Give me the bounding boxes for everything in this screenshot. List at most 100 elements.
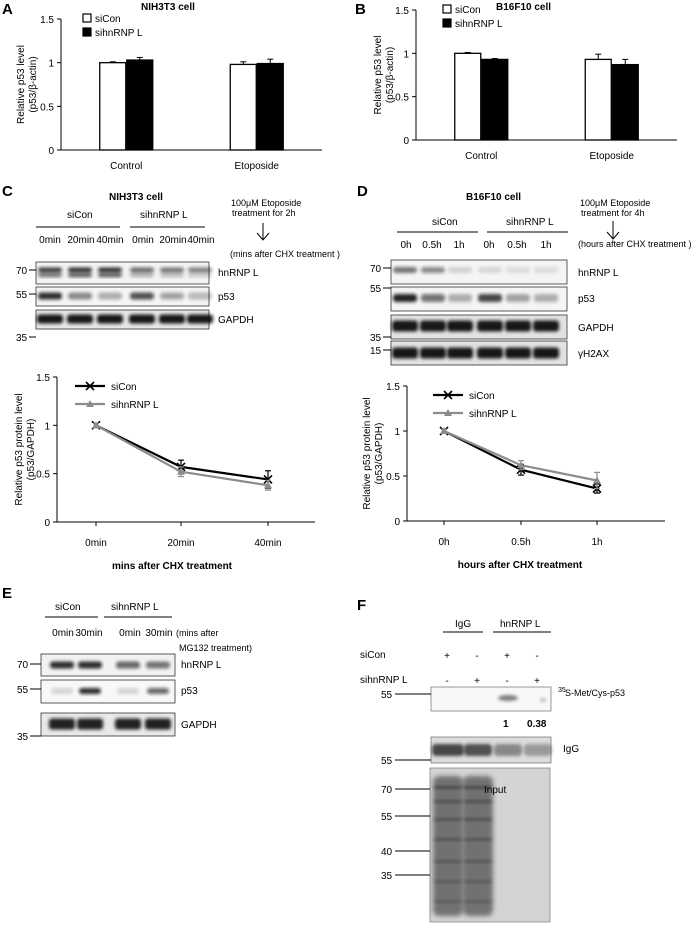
panel-f-row-sihnrnpl: sihnRNP L — [360, 675, 408, 686]
panel-d-point-triangle — [593, 476, 601, 484]
panel-e-band — [51, 688, 73, 694]
panel-d-bands — [392, 267, 559, 359]
panel-d-band — [505, 320, 531, 332]
panel-c-ytick: 1.5 — [36, 373, 50, 384]
panel-f-sign: - — [475, 651, 478, 662]
panel-b-legend-label: sihnRNP L — [455, 19, 503, 30]
panel-d-band-p53: p53 — [578, 294, 595, 305]
panel-e-band — [117, 688, 139, 694]
panel-a-bar-chart: 0 0.5 1 1.5 Relative p53 level(p53/β-actin) C… — [16, 13, 322, 172]
panel-b-legend-swatch — [442, 18, 452, 28]
panel-f-sign: + — [534, 676, 540, 687]
panel-d-xtick: 1h — [591, 537, 602, 548]
panel-d-band — [392, 320, 418, 332]
panel-d-lane-label: 0.5h — [422, 240, 441, 251]
panel-a-ytick: 1 — [48, 59, 54, 70]
panel-c-lane-label: 40min — [187, 235, 214, 246]
panel-d-band — [448, 267, 472, 273]
panel-d-band — [420, 347, 446, 359]
panel-c-legend-label: siCon — [111, 382, 137, 393]
panel-c-blot: C NIH3T3 cell 100μM Etoposide treatment … — [2, 183, 340, 344]
panel-e-marker-55: 55 — [17, 685, 29, 696]
panel-f-igg-band — [432, 744, 464, 756]
panel-c-band — [130, 267, 154, 273]
panel-a-title: NIH3T3 cell — [141, 2, 195, 13]
panel-f-marker-55-igg: 55 — [381, 756, 393, 767]
panel-f-sign-grid: + - + - - + - + — [444, 651, 540, 687]
panel-f-p53-superscript: 35 — [558, 687, 566, 694]
panel-e-group-sihnrnpl: sihnRNP L — [111, 602, 159, 613]
panel-f-p53-label: S-Met/Cys-p53 — [565, 688, 625, 698]
panel-c-group-sicon: siCon — [67, 210, 93, 221]
panel-d-ylabel: Relative p53 protein level(p53/GAPDH) — [362, 397, 385, 509]
panel-d-band — [478, 267, 502, 273]
panel-d-lane-label: 0h — [400, 240, 411, 251]
panel-f-input-marker: 40 — [381, 847, 393, 858]
panel-d-lane-label: 1h — [540, 240, 551, 251]
panel-c-band — [188, 292, 212, 300]
panel-d-point-triangle — [440, 427, 448, 434]
panel-f-row-sicon: siCon — [360, 650, 386, 661]
panel-f-sign: - — [535, 651, 538, 662]
panel-a-legend-swatch — [82, 27, 92, 37]
panel-d-band — [393, 267, 417, 273]
panel-label-f: F — [357, 597, 366, 614]
panel-c-ytick: 1 — [44, 421, 50, 432]
panel-d-legend-label: sihnRNP L — [469, 409, 517, 420]
panel-c-lane-label: 0min — [132, 235, 154, 246]
panel-e-band — [146, 661, 170, 669]
panel-f-group-igg: IgG — [455, 619, 471, 630]
panel-d-marker-15: 15 — [370, 346, 382, 357]
panel-f-sign: + — [474, 676, 480, 687]
panel-c-bands — [37, 267, 213, 324]
panel-c-band — [38, 273, 62, 277]
panel-f-blot: F IgG hnRNP L siCon sihnRNP L + - + - - + - + 5… — [357, 597, 625, 923]
panel-c-band — [37, 314, 63, 324]
panel-f-group-hnrnpl: hnRNP L — [500, 619, 541, 630]
panel-c-lane-label: 40min — [96, 235, 123, 246]
panel-d-group-sicon: siCon — [432, 217, 458, 228]
panel-c-marker-35: 35 — [16, 333, 28, 344]
panel-c-group-sihnrnpl: sihnRNP L — [140, 210, 188, 221]
panel-c-band — [160, 273, 184, 277]
panel-e-treatment-line-1: (mins after — [176, 628, 219, 638]
panel-e-lane-label: 0min — [52, 628, 74, 639]
panel-d-band — [421, 294, 445, 302]
panel-c-band-p53: p53 — [218, 292, 235, 303]
panel-d-title: B16F10 cell — [466, 192, 521, 203]
panel-f-input-markers: 70 55 40 35 — [381, 785, 430, 882]
panel-e-band — [49, 718, 75, 730]
panel-b-category-label: Control — [465, 151, 497, 162]
panel-d-band — [477, 320, 503, 332]
panel-c-band — [188, 273, 212, 277]
panel-b-bar — [454, 52, 482, 141]
panel-f-input-marker: 70 — [381, 785, 393, 796]
panel-e-band — [79, 688, 101, 694]
panel-c-lane-label: 0min — [39, 235, 61, 246]
panel-c-marker-70: 70 — [16, 266, 28, 277]
panel-c-point-triangle — [264, 481, 272, 489]
panel-d-band — [534, 267, 558, 273]
panel-e-band — [147, 688, 169, 694]
panel-b-bar — [611, 63, 639, 141]
panel-d-band — [447, 320, 473, 332]
panel-f-input-lanes — [433, 776, 493, 916]
panel-f-input-lane — [433, 776, 463, 916]
panel-f-igg-band — [464, 744, 492, 756]
panel-e-treatment-line-2: MG132 treatment) — [179, 643, 252, 653]
panel-d-band — [505, 347, 531, 359]
panel-c-lane-label: 20min — [67, 235, 94, 246]
panel-c-point-x — [263, 474, 273, 485]
panel-d-time-note: (hours after CHX treatment ) — [578, 239, 692, 249]
panel-c-band — [130, 273, 154, 277]
panel-c-band-hnrnpl: hnRNP L — [218, 268, 259, 279]
panel-d-band — [448, 294, 472, 302]
panel-a-category-label: Etoposide — [235, 161, 280, 172]
panel-d-band — [447, 347, 473, 359]
panel-e-lane-labels: 0min 30min 0min 30min — [52, 628, 172, 639]
panel-b-legend-label: siCon — [455, 5, 481, 16]
panel-a-bar — [256, 62, 284, 151]
panel-f-quant-1: 1 — [503, 719, 509, 730]
